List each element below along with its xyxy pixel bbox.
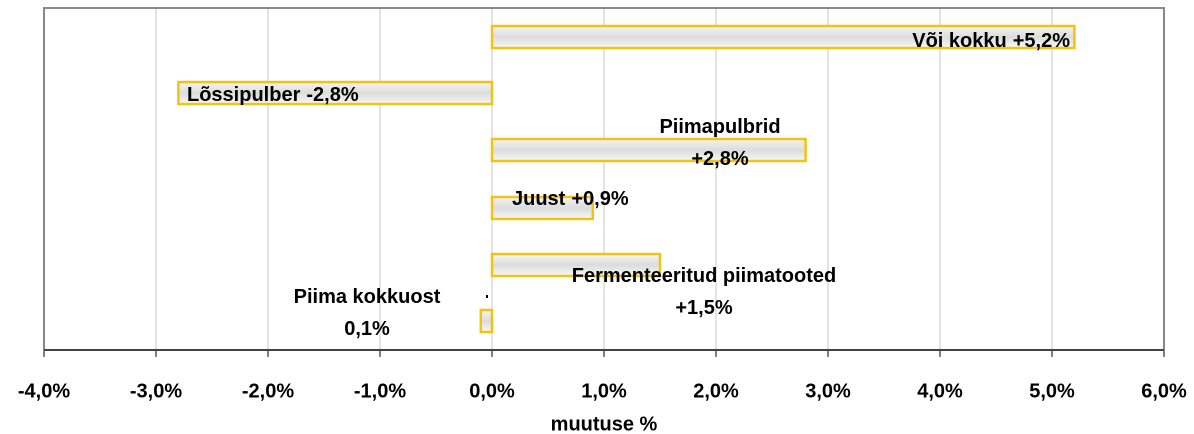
bar: [490, 195, 595, 221]
x-tick-label: 3,0%: [805, 380, 851, 402]
value-label: +2,8%: [691, 148, 748, 170]
x-axis-title: muutuse %: [551, 413, 658, 434]
value-label: -2,8%: [306, 84, 358, 106]
x-tick-label: 4,0%: [917, 380, 963, 402]
x-tick-label: 5,0%: [1029, 380, 1075, 402]
leader-dot: [486, 295, 488, 298]
x-tick-label: 1,0%: [581, 380, 627, 402]
bar: [490, 252, 662, 278]
category-label: Juust: [512, 188, 566, 210]
data-label: Piima kokkuost 0,1%: [294, 286, 441, 340]
value-label: +0,9%: [571, 188, 628, 210]
category-label: Või kokku: [912, 30, 1006, 52]
x-tick-label: -4,0%: [18, 380, 70, 402]
data-label: Lõssipulber -2,8%: [187, 84, 359, 106]
data-label: Piimapulbrid +2,8%: [659, 116, 780, 170]
x-tick-label: 6,0%: [1141, 380, 1187, 402]
bar: [479, 308, 494, 334]
data-label: Juust +0,9%: [512, 188, 629, 210]
category-label: Fermenteeritud piimatooted: [572, 265, 836, 287]
bar: [490, 24, 1076, 50]
category-label: Lõssipulber: [187, 84, 301, 106]
x-tick-label: -2,0%: [242, 380, 294, 402]
data-label: Fermenteeritud piimatooted +1,5%: [572, 265, 836, 319]
category-label: Piima kokkuost: [294, 286, 441, 308]
bar: [490, 137, 807, 163]
data-label: Või kokku +5,2%: [912, 30, 1070, 52]
value-label: 0,1%: [344, 318, 390, 340]
bar: [177, 80, 494, 106]
x-tick-label: -1,0%: [354, 380, 406, 402]
category-label: Piimapulbrid: [659, 116, 780, 138]
value-label: +5,2%: [1013, 30, 1070, 52]
value-label: +1,5%: [675, 297, 732, 319]
x-tick-label: -3,0%: [130, 380, 182, 402]
x-tick-label: 0,0%: [469, 380, 515, 402]
x-tick-label: 2,0%: [693, 380, 739, 402]
